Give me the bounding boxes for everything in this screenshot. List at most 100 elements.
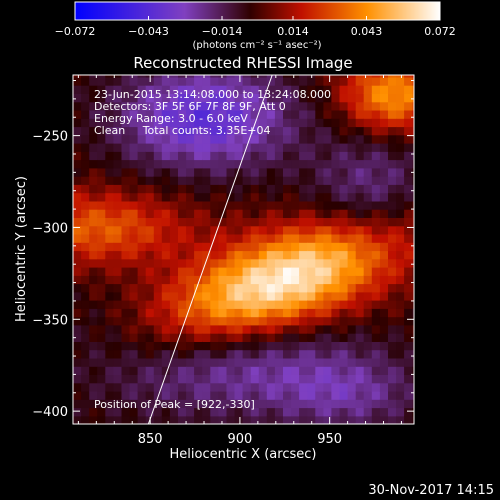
heatmap-cell: [404, 134, 413, 144]
heatmap-cell: [234, 366, 244, 375]
heatmap-cell: [161, 126, 171, 136]
heatmap-cell: [283, 382, 292, 392]
heatmap-cell: [121, 258, 131, 268]
y-tick-label: −250: [32, 130, 68, 145]
heatmap-cell: [129, 267, 139, 276]
heatmap-cell: [218, 118, 228, 128]
heatmap-cell: [153, 159, 163, 169]
heatmap-cell: [105, 143, 114, 152]
heatmap-cell: [145, 217, 155, 227]
heatmap-cell: [258, 390, 268, 400]
heatmap-cell: [307, 250, 316, 260]
heatmap-cell: [137, 390, 147, 400]
heatmap-cell: [210, 283, 219, 293]
heatmap-cell: [210, 75, 219, 78]
heatmap-cell: [194, 374, 203, 384]
heatmap-cell: [178, 308, 187, 318]
heatmap-cell: [258, 143, 268, 152]
heatmap-cell: [379, 382, 389, 392]
heatmap-cell: [145, 349, 155, 359]
heatmap-cell: [388, 258, 397, 268]
heatmap-cell: [202, 184, 211, 194]
heatmap-cell: [81, 75, 90, 78]
heatmap-cell: [137, 76, 147, 86]
heatmap-cell: [169, 242, 179, 252]
heatmap-cell: [331, 76, 341, 86]
heatmap-cell: [299, 167, 308, 177]
heatmap-cell: [315, 382, 324, 392]
heatmap-cell: [388, 167, 397, 177]
heatmap-cell: [97, 184, 106, 194]
heatmap-cell: [323, 118, 333, 128]
heatmap-cell: [250, 184, 260, 194]
heatmap-cell: [137, 341, 147, 351]
heatmap-cell: [299, 300, 308, 309]
heatmap-cell: [339, 366, 349, 375]
heatmap-cell: [97, 76, 106, 86]
heatmap-cell: [218, 357, 228, 367]
heatmap-cell: [121, 85, 131, 94]
heatmap-cell: [153, 167, 163, 177]
heatmap-cell: [105, 75, 114, 78]
heatmap-cell: [274, 267, 284, 276]
heatmap-cell: [121, 308, 131, 318]
heatmap-cell: [81, 283, 90, 293]
heatmap-cell: [97, 85, 106, 94]
heatmap-cell: [315, 390, 324, 400]
heatmap-cell: [178, 283, 187, 293]
heatmap-cell: [347, 176, 357, 185]
heatmap-cell: [412, 233, 414, 243]
heatmap-cell: [145, 333, 155, 342]
heatmap-cell: [210, 93, 219, 103]
heatmap-cell: [89, 200, 98, 210]
heatmap-cell: [194, 366, 203, 375]
heatmap-cell: [355, 192, 365, 202]
heatmap-cell: [388, 374, 397, 384]
heatmap-cell: [266, 200, 276, 210]
heatmap-cell: [283, 75, 292, 78]
heatmap-cell: [355, 200, 365, 210]
colorbar-unit-label: (photons cm⁻² s⁻¹ asec⁻²): [192, 40, 321, 51]
heatmap-cell: [250, 357, 260, 367]
heatmap-cell: [388, 283, 397, 293]
heatmap-cell: [396, 225, 405, 235]
heatmap-cell: [89, 101, 98, 111]
heatmap-cell: [307, 399, 316, 409]
heatmap-cell: [202, 357, 211, 367]
heatmap-cell: [299, 93, 308, 103]
heatmap-cell: [121, 209, 131, 218]
heatmap-cell: [89, 267, 98, 276]
heatmap-cell: [145, 209, 155, 218]
heatmap-cell: [250, 200, 260, 210]
heatmap-cell: [202, 267, 211, 276]
heatmap-cell: [202, 349, 211, 359]
heatmap-cell: [355, 267, 365, 276]
heatmap-cell: [242, 382, 252, 392]
heatmap-cell: [97, 101, 106, 111]
heatmap-cell: [81, 267, 90, 276]
heatmap-cell: [291, 93, 300, 103]
heatmap-cell: [379, 374, 389, 384]
heatmap-cell: [153, 382, 163, 392]
heatmap-cell: [307, 93, 316, 103]
heatmap-cell: [186, 109, 195, 119]
heatmap-cell: [218, 101, 228, 111]
heatmap-cell: [194, 382, 203, 392]
heatmap-cell: [291, 267, 300, 276]
heatmap-cell: [226, 333, 236, 342]
heatmap-cell: [323, 333, 333, 342]
heatmap-cell: [153, 143, 163, 152]
heatmap-cell: [339, 184, 349, 194]
heatmap-cell: [81, 291, 90, 301]
heatmap-cell: [371, 159, 381, 169]
heatmap-cell: [266, 225, 276, 235]
heatmap-cell: [299, 415, 308, 424]
heatmap-cell: [145, 267, 155, 276]
heatmap-cell: [194, 333, 203, 342]
heatmap-cell: [363, 167, 373, 177]
heatmap-cell: [331, 415, 341, 424]
heatmap-cell: [202, 76, 211, 86]
heatmap-cell: [105, 126, 114, 136]
heatmap-cell: [226, 382, 236, 392]
heatmap-cell: [178, 316, 187, 326]
